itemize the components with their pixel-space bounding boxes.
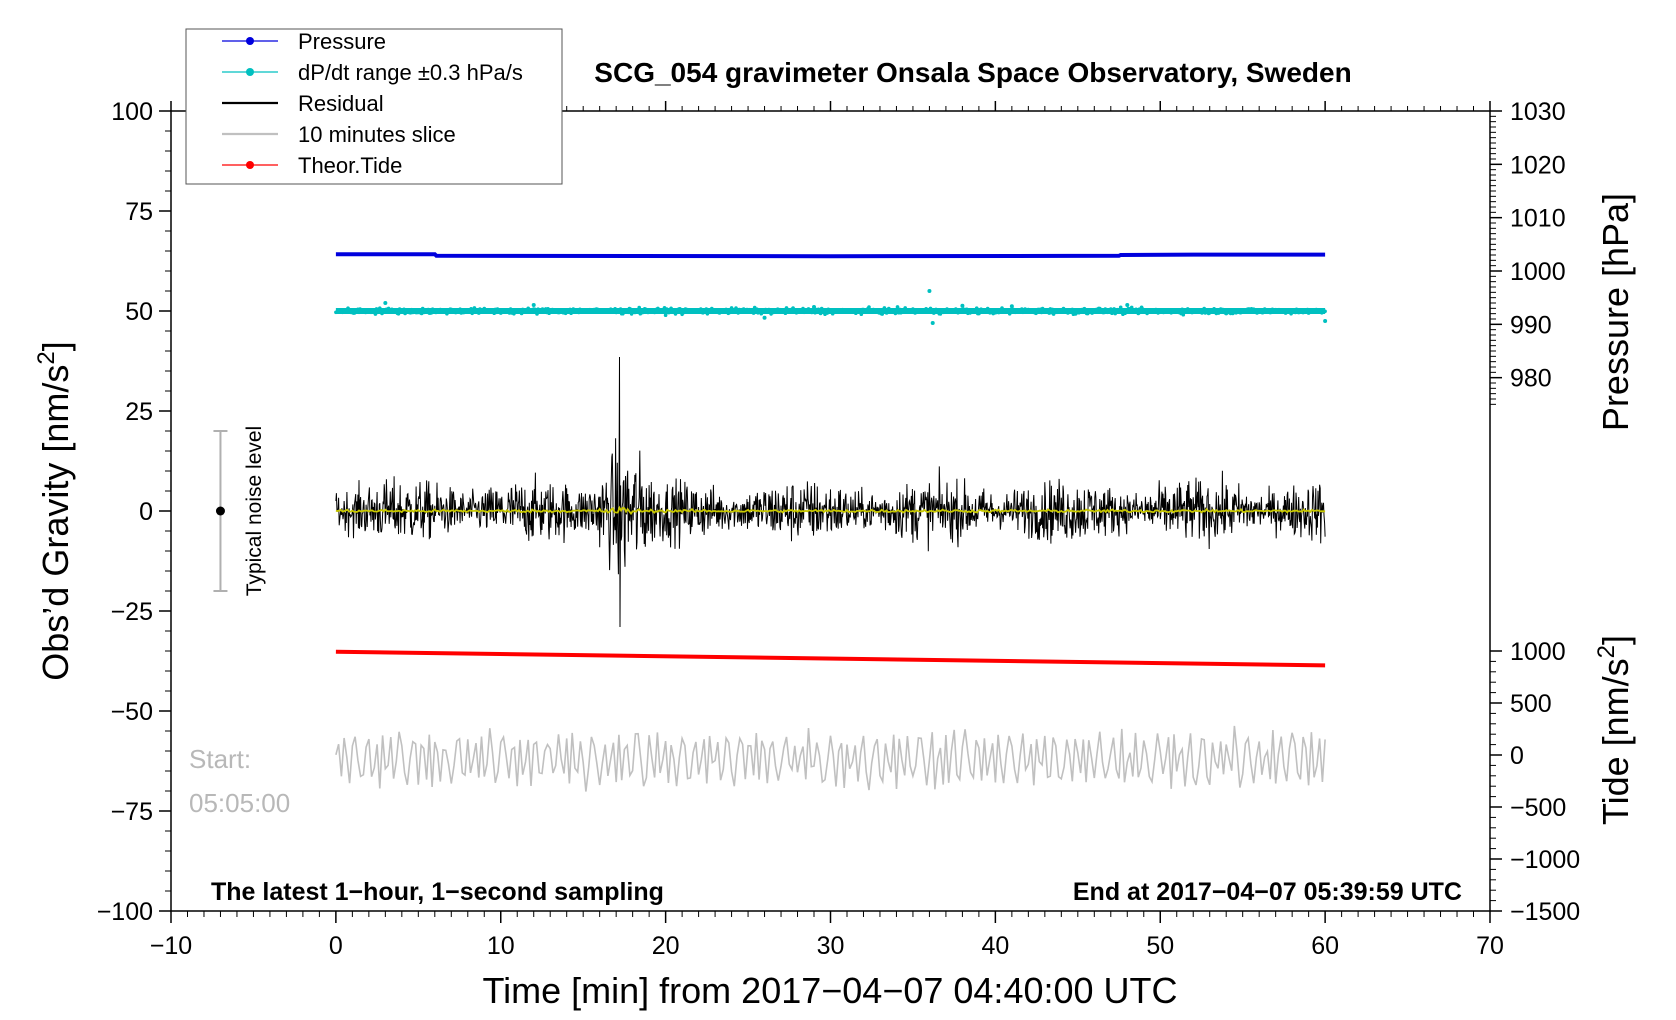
x-tick-label: 50 [1146,932,1174,960]
pressure-tick-label: 990 [1510,311,1552,339]
series-layer [334,252,1328,792]
chart-title: SCG_054 gravimeter Onsala Space Observat… [594,57,1351,88]
series-residual-smoothed [335,505,1326,516]
series-residual [335,356,1326,628]
start-label: Start: [189,744,251,774]
dpdt-point [663,313,668,318]
y-axis-title-tide: Tide [nm/s2] [1593,635,1636,825]
legend-label: 10 minutes slice [298,122,456,147]
legend-marker [246,68,254,76]
legend-marker [246,37,254,45]
dpdt-point [895,305,900,309]
x-tick-label: 10 [487,932,515,960]
tide-tick-label: −1000 [1510,846,1580,874]
pressure-tick-label: 1020 [1510,151,1566,179]
dpdt-point [867,305,871,309]
dpdt-outlier [531,303,536,307]
y-tick-label: 0 [139,498,153,526]
x-axis-ticks: −10 0 10 20 30 40 50 60 70 [150,101,1504,960]
legend: Pressure dP/dt range ±0.3 hPa/s Residual 10… [222,29,523,178]
pressure-tick-label: 980 [1510,365,1552,393]
legend-label: dP/dt range ±0.3 hPa/s [298,60,523,85]
tide-axis-ticks: 1000 500 0 −500 −1000 −1500 [1490,638,1580,926]
noise-level-indicator [213,430,228,592]
y-tick-label: 25 [125,398,153,426]
y-tick-label: −25 [111,598,153,626]
tide-tick-label: 1000 [1510,638,1566,666]
noise-center-dot [215,506,225,516]
legend-marker [246,161,254,169]
x-tick-label: 30 [817,932,845,960]
legend-label: Theor.Tide [298,153,402,178]
pressure-tick-label: 1010 [1510,205,1566,233]
x-tick-label: 0 [329,932,343,960]
x-tick-label: 40 [981,932,1009,960]
dpdt-outlier [1009,304,1014,309]
dpdt-outlier [383,301,388,305]
tide-tick-label: 0 [1510,742,1524,770]
y-tick-label: 100 [111,98,153,126]
legend-label: Pressure [298,29,386,54]
series-dpdt [334,289,1328,325]
dpdt-outlier [930,321,935,325]
y-axis-title-pressure: Pressure [hPa] [1595,193,1636,431]
pressure-tick-label: 1000 [1510,258,1566,286]
dpdt-outlier [762,315,767,320]
y-axis-title-left: Obs’d Gravity [nm/s2] [33,341,76,680]
dpdt-outlier [960,303,965,308]
dpdt-outlier [1323,319,1328,323]
series-10-minutes-slice [335,725,1326,792]
x-tick-label: 60 [1311,932,1339,960]
legend-box [185,28,563,185]
note-left: The latest 1−hour, 1−second sampling [211,878,664,906]
x-tick-label: −10 [150,932,192,960]
legend-label: Residual [298,91,384,116]
y-tick-label: 50 [125,298,153,326]
tide-tick-label: 500 [1510,690,1552,718]
y-tick-label: −50 [111,698,153,726]
y-tick-label: 75 [125,198,153,226]
y-axis-ticks: 100 75 50 25 0 −25 −50 −75 −100 [97,98,171,926]
noise-level-label: Typical noise level [243,426,266,596]
x-axis-title: Time [min] from 2017−04−07 04:40:00 UTC [482,970,1177,1011]
x-tick-label: 70 [1476,932,1504,960]
dpdt-outlier [927,289,932,293]
x-tick-label: 20 [652,932,680,960]
series-pressure [335,252,1326,259]
tide-tick-label: −1500 [1510,898,1580,926]
series-theor-tide [335,649,1326,668]
start-time: 05:05:00 [189,788,290,818]
tide-tick-label: −500 [1510,794,1566,822]
y-tick-label: −100 [97,898,153,926]
note-right: End at 2017−04−07 05:39:59 UTC [1073,878,1462,906]
y-tick-label: −75 [111,798,153,826]
pressure-tick-label: 1030 [1510,98,1566,126]
dpdt-outlier [1125,303,1130,307]
pressure-axis-ticks: 1030 1020 1010 1000 990 980 [1490,98,1566,393]
